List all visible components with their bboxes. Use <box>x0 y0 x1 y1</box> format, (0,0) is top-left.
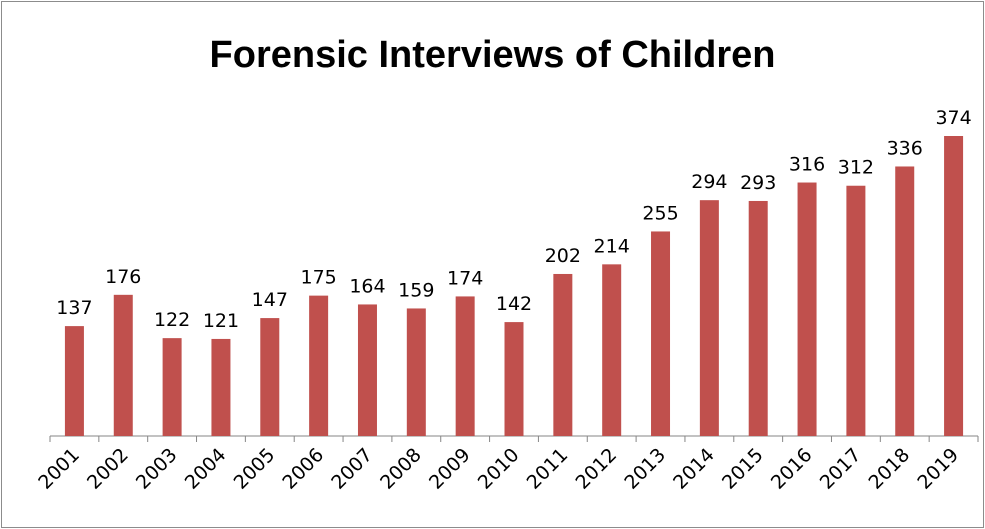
data-label: 316 <box>789 154 825 176</box>
x-tick-label: 2013 <box>620 444 670 494</box>
bar <box>357 304 377 436</box>
x-tick-label: 2010 <box>474 444 524 494</box>
bar <box>944 136 964 436</box>
data-label: 122 <box>154 309 190 331</box>
x-tick-label: 2017 <box>816 444 866 494</box>
x-tick-label: 2005 <box>230 444 280 494</box>
x-tick-label: 2004 <box>181 444 231 494</box>
data-label: 142 <box>496 293 532 315</box>
data-label: 174 <box>447 267 483 289</box>
data-label: 374 <box>935 107 971 129</box>
bar <box>846 185 866 436</box>
bar <box>504 322 524 436</box>
x-tick-label: 2007 <box>327 444 377 494</box>
data-label: 175 <box>300 267 336 289</box>
x-tick-label: 2015 <box>718 444 768 494</box>
bar <box>895 166 915 437</box>
data-label: 176 <box>105 266 141 288</box>
x-tick-label: 2009 <box>425 444 475 494</box>
bar <box>113 294 133 436</box>
chart-title: Forensic Interviews of Children <box>209 34 776 76</box>
data-label: 202 <box>545 245 581 267</box>
data-label: 137 <box>56 297 92 319</box>
data-label: 294 <box>691 171 727 193</box>
x-tick-label: 2006 <box>278 444 328 494</box>
data-label: 121 <box>203 310 239 332</box>
x-tick-label: 2014 <box>669 444 719 494</box>
bar <box>699 200 719 436</box>
x-tick-label: 2011 <box>523 444 573 494</box>
bar <box>651 231 671 436</box>
data-label: 336 <box>887 137 923 159</box>
bar <box>260 318 280 436</box>
x-tick-label: 2003 <box>132 444 182 494</box>
x-tick-label: 2016 <box>767 444 817 494</box>
data-label: 214 <box>594 235 630 257</box>
bar <box>406 308 426 436</box>
bar <box>455 296 475 436</box>
x-tick-label: 2019 <box>913 444 963 494</box>
data-label: 159 <box>398 279 434 301</box>
x-tick-label: 2008 <box>376 444 426 494</box>
data-label: 147 <box>252 289 288 311</box>
bar <box>602 264 622 436</box>
data-label: 255 <box>642 202 678 224</box>
bar <box>309 295 329 436</box>
bar <box>64 326 84 436</box>
x-tick-label: 2001 <box>34 444 84 494</box>
x-tick-label: 2012 <box>571 444 621 494</box>
bar <box>748 200 768 436</box>
x-tick-label: 2018 <box>865 444 915 494</box>
bar <box>553 273 573 436</box>
bar <box>162 338 182 436</box>
data-label: 312 <box>838 157 874 179</box>
data-label: 164 <box>349 275 385 297</box>
bar <box>211 338 231 436</box>
data-label: 293 <box>740 172 776 194</box>
x-tick-label: 2002 <box>83 444 133 494</box>
bar <box>797 182 817 436</box>
